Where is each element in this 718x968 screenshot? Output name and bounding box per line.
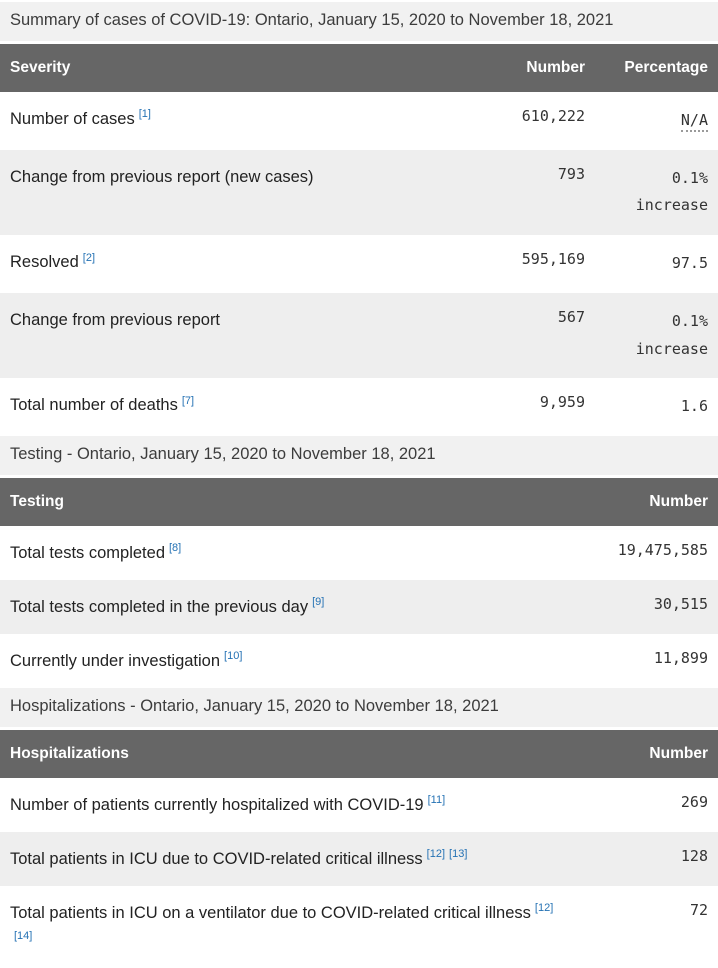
number-value: 72 (689, 900, 708, 919)
number-value: 128 (680, 846, 708, 865)
summary-table-caption: Summary of cases of COVID-19: Ontario, J… (0, 2, 718, 41)
number-value: 19,475,585 (617, 540, 708, 559)
summary-table-body: Number of cases [1] 610,222 N/A Change from … (0, 92, 718, 436)
row-label-text: Total tests completed in the previous da… (10, 597, 309, 616)
footnote-link[interactable]: [1] (138, 108, 151, 121)
number-value: 9,959 (539, 393, 585, 412)
row-label-text: Change from previous report (10, 310, 221, 329)
row-label-text: Total patients in ICU due to COVID-relat… (10, 849, 423, 868)
hospitalizations-table-body: Number of patients currently hospitalize… (0, 778, 718, 968)
testing-table-body: Total tests completed [8] 19,475,585 Total … (0, 526, 718, 688)
footnote-link[interactable]: [7] (181, 394, 195, 407)
percentage-line1: 0.1% (671, 168, 708, 187)
row-label: Total patients in ICU due to COVID-relat… (0, 832, 578, 886)
footnote-link[interactable]: [12] (534, 902, 554, 915)
percentage-value: 0.1% increase (585, 293, 718, 379)
column-header-number: Number (649, 492, 708, 510)
percentage-line1: 0.1% (671, 311, 708, 330)
row-label: Change from previous report (0, 293, 435, 379)
number-value: 11,899 (653, 648, 708, 667)
percentage-value: 97.5 (585, 235, 718, 293)
column-header-severity: Severity (10, 58, 71, 76)
footnote-link[interactable]: [13] (449, 848, 468, 861)
number-value: 269 (680, 792, 708, 811)
row-label-text: Resolved (10, 253, 79, 272)
table-row: Change from previous report 567 0.1% increa… (0, 292, 718, 379)
footnote-link[interactable]: [11] (427, 794, 446, 807)
table-row: Total number of deaths [7] 9,959 1.6 (0, 378, 718, 436)
row-label: Total number of deaths [7] (0, 378, 435, 436)
testing-table-section: Testing - Ontario, January 15, 2020 to N… (0, 436, 718, 688)
footnote-link[interactable]: [12] (426, 848, 446, 861)
footnote-link[interactable]: [10] (224, 650, 243, 663)
number-value: 595,169 (521, 250, 585, 269)
row-label-text: Total number of deaths (10, 396, 178, 415)
row-label-text: Number of patients currently hospitalize… (10, 795, 424, 814)
number-value: 610,222 (521, 106, 585, 125)
column-header-percentage: Percentage (624, 58, 708, 76)
row-label: Total tests completed in the previous da… (0, 580, 578, 634)
number-value: 567 (557, 307, 585, 326)
row-label: Resolved [2] (0, 235, 435, 293)
row-label-text: Currently under investigation (10, 651, 221, 670)
percentage-line1: 97.5 (671, 254, 708, 273)
summary-table-section: Summary of cases of COVID-19: Ontario, J… (0, 2, 718, 436)
percentage-line1: 1.6 (680, 397, 708, 416)
column-header-number: Number (526, 58, 585, 76)
row-label: Total tests completed [8] (0, 526, 578, 580)
number-value: 30,515 (653, 594, 708, 613)
table-row: Total patients in ICU due to COVID-relat… (0, 831, 718, 886)
hospitalizations-table-header-row: Hospitalizations Number (0, 729, 718, 778)
summary-table-header-row: Severity Number Percentage (0, 43, 718, 92)
testing-table-header-row: Testing Number (0, 477, 718, 526)
hospitalizations-table-section: Hospitalizations - Ontario, January 15, … (0, 687, 718, 968)
row-label: Total patients in ICU on a ventilator du… (0, 886, 578, 968)
row-label-text: Total patients in ICU on a ventilator du… (10, 903, 531, 922)
footnote-link[interactable]: [14] (14, 930, 33, 943)
table-row: Change from previous report (new cases) 7… (0, 149, 718, 236)
row-label: Currently under investigation [10] (0, 634, 578, 688)
column-header-number: Number (649, 744, 708, 762)
table-row: Number of cases [1] 610,222 N/A (0, 92, 718, 150)
testing-table-caption: Testing - Ontario, January 15, 2020 to N… (0, 436, 718, 475)
hospitalizations-table-caption: Hospitalizations - Ontario, January 15, … (0, 687, 718, 727)
footnote-link[interactable]: [2] (82, 251, 96, 264)
row-label: Change from previous report (new cases) (0, 150, 435, 236)
not-applicable-abbr: N/A (680, 110, 708, 132)
percentage-value: 0.1% increase (585, 150, 718, 236)
row-label: Number of patients currently hospitalize… (0, 778, 578, 832)
percentage-value: 1.6 (585, 378, 718, 436)
table-row: Total tests completed [8] 19,475,585 (0, 526, 718, 580)
table-row: Total patients in ICU on a ventilator du… (0, 886, 718, 968)
row-label: Number of cases [1] (0, 92, 435, 150)
percentage-line2: increase (635, 196, 708, 215)
table-row: Resolved [2] 595,169 97.5 (0, 235, 718, 293)
row-label-text: Change from previous report (new cases) (10, 167, 314, 186)
percentage-value: N/A (585, 92, 718, 150)
column-header-hospitalizations: Hospitalizations (10, 744, 129, 762)
footnote-link[interactable]: [9] (312, 596, 325, 609)
row-label-text: Number of cases (10, 109, 135, 128)
table-row: Number of patients currently hospitalize… (0, 778, 718, 832)
footnote-link[interactable]: [8] (169, 542, 182, 555)
number-value: 793 (557, 164, 585, 183)
column-header-testing: Testing (10, 492, 64, 510)
table-row: Total tests completed in the previous da… (0, 579, 718, 634)
row-label-text: Total tests completed (10, 543, 165, 562)
percentage-line2: increase (635, 339, 708, 358)
table-row: Currently under investigation [10] 11,899 (0, 634, 718, 688)
